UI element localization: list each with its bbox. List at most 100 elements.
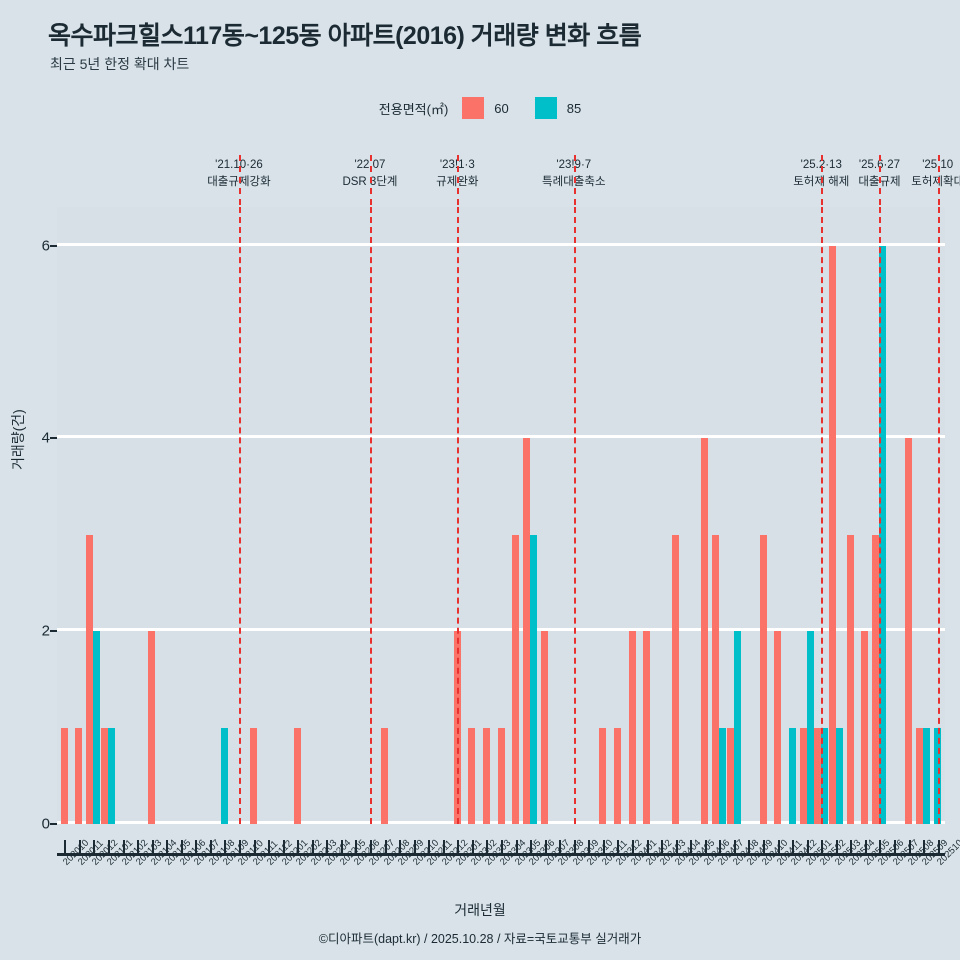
x-tick-mark xyxy=(632,840,635,854)
bar xyxy=(879,245,887,824)
event-marker-line xyxy=(937,207,940,824)
event-marker-line-top xyxy=(369,155,372,205)
bar xyxy=(672,534,680,824)
event-marker-line xyxy=(369,207,372,824)
x-tick-mark xyxy=(369,840,372,854)
x-tick-mark xyxy=(617,840,620,854)
x-tick-mark xyxy=(850,840,853,854)
annotation-band: '21.10·26 대출규제강화 '22.07 DSR 3단계 '23!1·3 규제완화 '… xyxy=(0,155,960,205)
legend-label-60: 60 xyxy=(494,100,509,116)
bar xyxy=(814,727,822,824)
bar xyxy=(497,727,505,824)
x-tick-mark xyxy=(384,840,387,854)
bar xyxy=(712,534,720,824)
bar xyxy=(719,727,727,824)
x-tick-mark xyxy=(501,840,503,854)
bar xyxy=(821,727,829,824)
x-tick-mark xyxy=(588,840,591,854)
x-tick-mark xyxy=(180,840,183,854)
x-tick-mark xyxy=(544,840,547,854)
page-subtitle: 최근 5년 한정 확대 차트 xyxy=(50,56,190,72)
x-tick-mark xyxy=(559,840,562,854)
bar xyxy=(293,727,301,824)
event-annotation-date: '22.07 xyxy=(354,159,386,171)
bar xyxy=(468,727,476,824)
event-marker-line-top xyxy=(238,155,241,205)
x-tick-mark xyxy=(64,840,67,854)
bar xyxy=(148,631,156,824)
bar xyxy=(806,631,814,824)
event-marker-line xyxy=(879,207,882,824)
bar xyxy=(872,534,880,824)
event-marker-line xyxy=(238,207,241,824)
x-tick-mark xyxy=(777,840,780,854)
x-tick-mark xyxy=(166,840,169,854)
x-tick-mark xyxy=(340,840,343,854)
bar xyxy=(835,727,843,824)
event-annotation-date: '23!9·7 xyxy=(556,159,592,171)
bar xyxy=(86,534,94,824)
bar xyxy=(923,727,931,824)
bar xyxy=(100,727,108,824)
bar xyxy=(541,631,549,824)
bar xyxy=(643,631,651,824)
y-tick-mark xyxy=(50,630,57,633)
x-tick-mark xyxy=(399,840,402,854)
y-tick-label: 4 xyxy=(41,429,50,447)
bar xyxy=(628,631,636,824)
x-tick-mark xyxy=(937,840,940,854)
legend: 전용면적(㎡) 60 85 xyxy=(0,97,960,119)
x-tick-mark xyxy=(253,840,256,854)
bar xyxy=(774,631,782,824)
bar xyxy=(530,534,538,824)
x-tick-mark xyxy=(748,840,751,854)
x-tick-mark xyxy=(821,840,824,854)
x-tick-mark xyxy=(646,840,649,854)
x-tick-mark xyxy=(355,840,358,854)
bar xyxy=(512,534,520,824)
gridline xyxy=(57,435,945,439)
event-marker-line-top xyxy=(457,155,460,205)
x-tick-mark xyxy=(530,840,533,854)
gridline xyxy=(57,628,945,632)
bar xyxy=(828,245,836,824)
x-tick-mark xyxy=(428,840,431,854)
y-tick-label: 6 xyxy=(41,237,50,255)
x-tick-mark xyxy=(923,840,926,854)
x-tick-mark xyxy=(864,840,867,854)
x-tick-mark xyxy=(806,840,809,854)
x-tick-mark xyxy=(224,840,227,854)
legend-label-85: 85 xyxy=(566,100,582,116)
x-tick-mark xyxy=(675,840,678,854)
bar xyxy=(60,727,68,824)
bar xyxy=(726,727,734,824)
y-tick-mark xyxy=(50,823,57,825)
bar xyxy=(759,534,767,824)
x-tick-mark xyxy=(195,840,198,854)
x-tick-mark xyxy=(238,840,241,854)
y-axis: 0 2 4 6 xyxy=(10,207,57,833)
bar xyxy=(799,727,807,824)
event-annotation: '25.10 토허제확대 xyxy=(911,157,960,190)
bar xyxy=(75,727,83,824)
x-tick-mark xyxy=(151,840,154,854)
x-tick-mark xyxy=(122,840,125,854)
x-tick-mark xyxy=(792,840,795,854)
event-annotation-label: 토허제확대 xyxy=(911,175,960,188)
y-tick-mark xyxy=(50,244,57,247)
bar xyxy=(599,727,607,824)
y-tick-label: 0 xyxy=(41,815,50,833)
x-tick-mark xyxy=(719,840,722,854)
x-tick-mark xyxy=(661,840,664,854)
x-tick-mark xyxy=(311,840,314,854)
legend-swatch-85 xyxy=(534,97,557,119)
bar xyxy=(861,631,869,824)
x-tick-mark xyxy=(457,840,460,854)
legend-title: 전용면적(㎡) xyxy=(378,101,449,117)
x-tick-mark xyxy=(413,840,416,854)
x-axis-line xyxy=(57,853,945,856)
bar xyxy=(381,727,389,824)
event-marker-line-top xyxy=(937,155,940,205)
x-tick-mark xyxy=(879,840,882,854)
